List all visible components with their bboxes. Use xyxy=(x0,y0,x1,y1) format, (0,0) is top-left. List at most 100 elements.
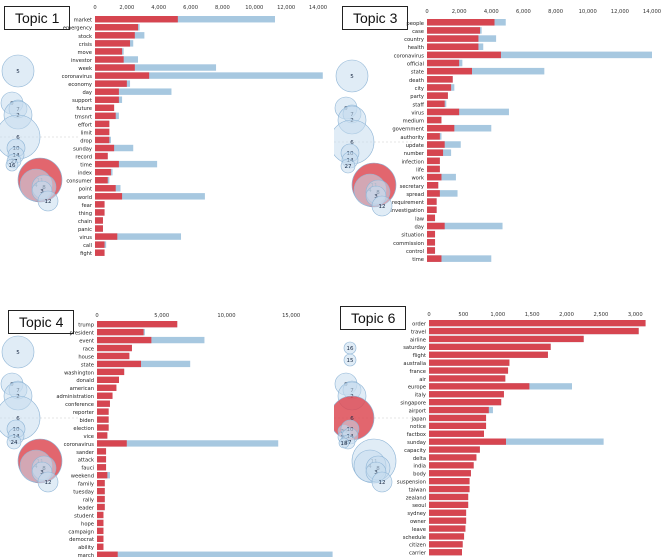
bar-topic-day xyxy=(427,222,445,230)
topic-bubble[interactable] xyxy=(1,335,35,369)
category-label: tmsnrt xyxy=(75,114,92,120)
category-label: virus xyxy=(79,235,92,241)
category-label: family xyxy=(78,482,94,488)
bar-topic-staff xyxy=(427,100,445,108)
bar-topic-week xyxy=(95,64,135,71)
topic-bubble-label: 3 xyxy=(40,189,44,195)
topic-bubble[interactable] xyxy=(6,434,22,450)
bar-topic-support xyxy=(95,96,119,103)
category-label: investor xyxy=(71,58,93,64)
topic-bubble-map: 59726101427161148312 xyxy=(0,54,80,212)
topic-bubble-label: 12 xyxy=(379,480,386,486)
category-label: world xyxy=(78,195,92,201)
category-label: drop xyxy=(80,138,92,144)
bar-total-coronavirus xyxy=(97,440,279,447)
category-label: tuesday xyxy=(73,490,94,496)
category-label: sunday xyxy=(73,146,92,152)
topic-bubble[interactable] xyxy=(338,437,350,449)
bar-total-work xyxy=(427,173,456,181)
topic-bubble-label: 12 xyxy=(45,199,52,205)
category-label: air xyxy=(419,377,427,383)
category-label: staff xyxy=(413,102,425,108)
bar-total-coronavirus xyxy=(95,72,323,79)
topic-bubble[interactable] xyxy=(37,190,59,212)
category-label: control xyxy=(406,249,424,255)
category-label: trump xyxy=(78,323,95,329)
category-label: state xyxy=(411,70,424,76)
category-label: reporter xyxy=(73,410,95,416)
category-label: citizen xyxy=(409,543,426,549)
bar-topic-saturday xyxy=(429,343,551,350)
bar-topic-flight xyxy=(429,351,548,358)
topic-bubble-map: 161597262630101427181148312 xyxy=(334,341,414,493)
bar-topic-donald xyxy=(97,376,120,383)
topic-bubble-label: 16 xyxy=(347,346,354,352)
bar-topic-limit xyxy=(95,128,110,136)
category-label: time xyxy=(80,163,92,169)
category-label: move xyxy=(78,50,93,56)
topic-bubble[interactable] xyxy=(371,195,393,217)
category-label: life xyxy=(416,167,424,173)
category-label: suspension xyxy=(397,480,426,486)
bar-total-virus xyxy=(427,108,509,116)
bar-topic-capacity xyxy=(429,446,480,453)
bar-topic-panic xyxy=(95,225,103,232)
bar-topic-weekend xyxy=(97,472,108,479)
bar-total-week xyxy=(95,64,217,71)
category-label: house xyxy=(78,354,94,360)
category-label: emergency xyxy=(63,26,92,32)
topic-bubble[interactable] xyxy=(335,59,369,93)
category-label: state xyxy=(81,362,94,368)
category-label: capacity xyxy=(404,448,426,454)
bar-topic-campaign xyxy=(97,527,104,535)
category-label: requirement xyxy=(392,200,424,206)
bar-topic-investigation xyxy=(427,206,437,213)
x-tick-label: 0 xyxy=(95,313,98,319)
bar-topic-coronavirus xyxy=(427,51,501,59)
bar-topic-consumer xyxy=(95,177,108,184)
x-tick-label: 2,500 xyxy=(593,312,608,318)
x-tick-label: 3,000 xyxy=(628,312,643,318)
category-label: thing xyxy=(79,211,92,217)
bar-topic-time xyxy=(95,160,119,168)
chart-svg: 0 2,000 4,000 6,000 8,000 10,000 12,000 14,000 p… xyxy=(334,9,661,263)
bar-topic-vice xyxy=(97,432,108,439)
bar-total-march xyxy=(97,551,333,557)
category-label: day xyxy=(82,90,92,96)
topic-bubble-label: 15 xyxy=(347,358,354,364)
category-label: health xyxy=(408,45,424,51)
x-tick-label: 10,000 xyxy=(245,5,263,11)
bar-topic-spread xyxy=(427,190,440,197)
category-label: taiwan xyxy=(409,487,426,493)
bar-topic-owner xyxy=(429,517,467,524)
topic-bubble[interactable] xyxy=(37,471,59,493)
bar-topic-investor xyxy=(95,56,124,63)
bar-topic-sunday xyxy=(429,438,506,445)
topic-bubble[interactable] xyxy=(1,54,35,88)
topic-bubble[interactable] xyxy=(343,353,357,367)
x-tick-label: 2,000 xyxy=(452,9,467,15)
bar-topic-air xyxy=(429,375,506,382)
bar-topic-day xyxy=(95,88,119,95)
category-label: march xyxy=(78,553,94,557)
panel-title: Topic 3 xyxy=(342,6,409,30)
topic-bubble[interactable] xyxy=(371,471,393,493)
panel-topic-4: Topic 4 0 5,000 10,000 15,000 trump president… xyxy=(0,278,334,557)
bar-topic-virus xyxy=(95,233,118,240)
category-label: coronavirus xyxy=(62,74,93,80)
bar-topic-event xyxy=(97,336,152,344)
topic-bubble[interactable] xyxy=(5,158,19,172)
bar-topic-coronavirus xyxy=(97,440,127,447)
bar-topic-government xyxy=(427,124,455,132)
bar-topic-europe xyxy=(429,383,530,390)
category-label: ability xyxy=(78,545,94,551)
category-label: italy xyxy=(415,393,426,399)
bar-topic-india xyxy=(429,462,474,469)
category-label: owner xyxy=(410,519,427,525)
category-label: campaign xyxy=(68,529,94,535)
category-label: city xyxy=(415,86,424,92)
category-label: point xyxy=(79,187,92,193)
topic-bubble[interactable] xyxy=(340,158,356,174)
x-tick-label: 10,000 xyxy=(217,313,235,319)
category-label: number xyxy=(404,151,425,157)
